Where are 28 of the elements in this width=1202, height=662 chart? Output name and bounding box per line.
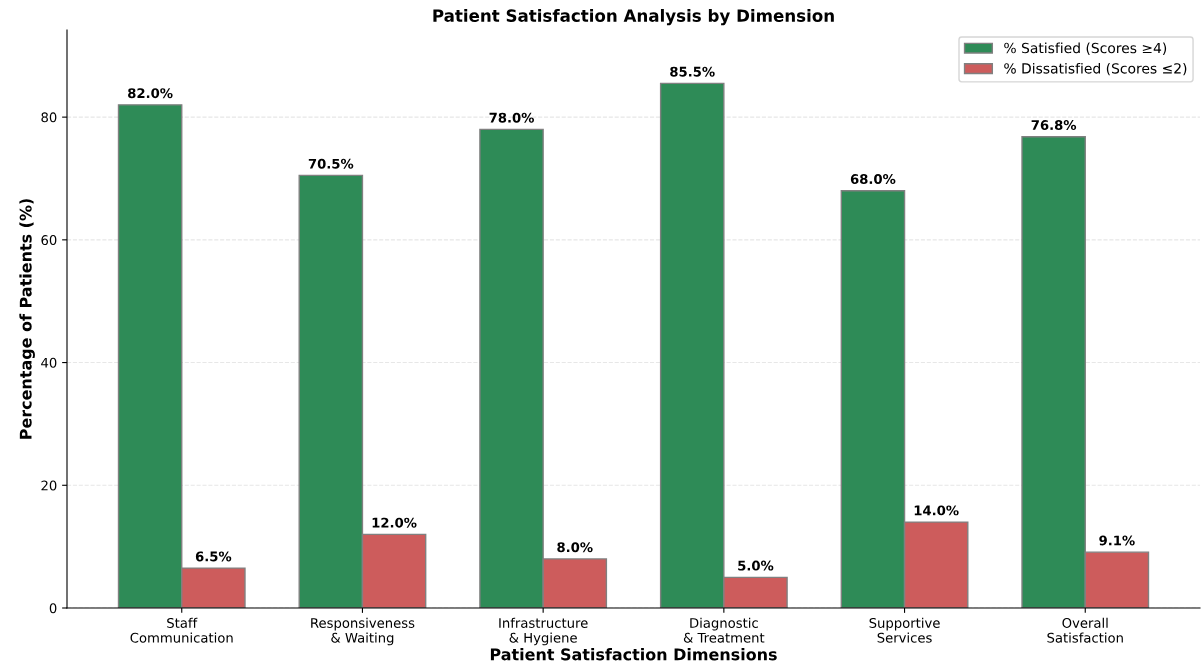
data-label: 70.5% [308,158,354,169]
x-axis-title: Patient Satisfaction Dimensions [490,648,777,661]
data-label: 78.0% [489,112,534,123]
chart-title: Patient Satisfaction Analysis by Dimension [433,9,834,26]
x-tick-label: Supportive Services [869,617,940,643]
legend-label: % Dissatisfied (Scores ≤2) [1004,62,1187,76]
data-label: 82.0% [128,88,173,99]
data-label: 8.0% [557,542,593,553]
data-label: 68.0% [850,174,896,185]
data-label: 5.0% [738,560,774,571]
data-label: 6.5% [195,551,232,562]
x-tick-label: Diagnostic & Treatment [683,617,765,643]
legend-label: % Satisfied (Scores ≥4) [1004,42,1167,55]
x-tick-label: Responsiveness & Waiting [311,617,415,646]
y-tick-label: 60 [41,235,57,246]
y-axis-title: Percentage of Patients (%) [19,199,35,439]
data-label: 14.0% [914,505,959,516]
x-tick-label: Staff Communication [130,617,233,643]
data-label: 9.1% [1099,535,1135,546]
y-tick-label: 40 [41,357,57,368]
y-tick-label: 0 [49,603,57,614]
x-tick-label: Overall Satisfaction [1047,617,1123,643]
data-label: 85.5% [670,66,715,77]
x-tick-label: Infrastructure & Hygiene [499,617,588,646]
y-tick-label: 80 [41,112,57,123]
data-label: 12.0% [372,517,417,528]
data-label: 76.8% [1031,120,1077,131]
y-tick-label: 20 [41,480,57,491]
